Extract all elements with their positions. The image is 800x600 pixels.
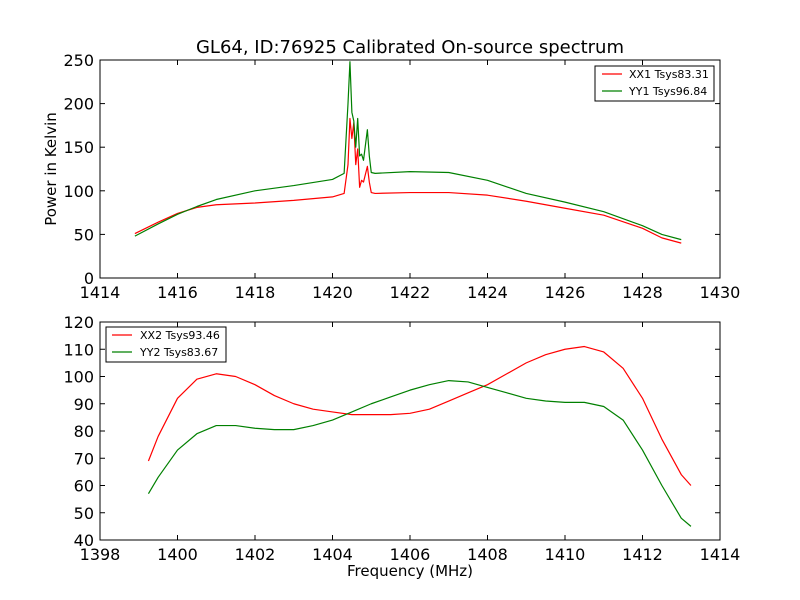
legend-label-yy1: YY1 Tsys96.84 <box>628 85 707 98</box>
bottom-ytick-label: 80 <box>74 422 94 441</box>
bottom-xtick-label: 1402 <box>235 545 276 564</box>
top-xtick-label: 1414 <box>80 283 121 302</box>
bottom-xtick-label: 1410 <box>545 545 586 564</box>
top-ytick-label: 150 <box>63 138 94 157</box>
bottom-ytick-label: 70 <box>74 449 94 468</box>
bottom-chart: Frequency (MHz) 1398 1400 1402 1404 1406 1408… <box>63 313 740 580</box>
bottom-xtick-label: 1414 <box>700 545 741 564</box>
top-xtick-label: 1428 <box>622 283 663 302</box>
bottom-ytick-label: 100 <box>63 368 94 387</box>
bottom-xtick-label: 1400 <box>157 545 198 564</box>
bottom-ytick-label: 110 <box>63 340 94 359</box>
top-xtick-label: 1424 <box>467 283 508 302</box>
bottom-xtick-label: 1406 <box>390 545 431 564</box>
bottom-ytick-label: 60 <box>74 477 94 496</box>
top-ytick-label: 100 <box>63 182 94 201</box>
top-ytick-label: 200 <box>63 95 94 114</box>
top-chart-ylabel: Power in Kelvin <box>42 112 60 226</box>
bottom-ytick-label: 40 <box>74 531 94 550</box>
top-ytick-label: 50 <box>74 225 94 244</box>
bottom-xtick-label: 1404 <box>312 545 353 564</box>
bottom-series-line-1 <box>147 379 692 527</box>
bottom-chart-legend: XX2 Tsys93.46 YY2 Tsys83.67 <box>105 326 227 363</box>
bottom-series-line-0 <box>147 345 692 486</box>
bottom-chart-xlabel: Frequency (MHz) <box>347 562 473 580</box>
top-xtick-label: 1422 <box>390 283 431 302</box>
bottom-ytick-label: 120 <box>63 313 94 332</box>
top-chart-plot-area: 1414 1416 1418 1420 1422 1424 1426 1428 1430 0 50 1… <box>63 51 740 302</box>
top-ytick-label: 250 <box>63 51 94 70</box>
top-xtick-label: 1420 <box>312 283 353 302</box>
top-series-line-1 <box>134 61 682 241</box>
top-chart-legend-frame <box>594 65 715 102</box>
bottom-xtick-label: 1412 <box>622 545 663 564</box>
top-xtick-label: 1430 <box>700 283 741 302</box>
top-chart-legend: XX1 Tsys83.31 YY1 Tsys96.84 <box>594 65 715 102</box>
top-xtick-label: 1426 <box>545 283 586 302</box>
top-xtick-label: 1418 <box>235 283 276 302</box>
top-xtick-label: 1416 <box>157 283 198 302</box>
top-ytick-label: 0 <box>84 269 94 288</box>
top-chart-title: GL64, ID:76925 Calibrated On-source spec… <box>196 37 624 58</box>
top-series-line-0 <box>134 117 682 244</box>
bottom-ytick-label: 50 <box>74 504 94 523</box>
bottom-chart-plot-area: 1398 1400 1402 1404 1406 1408 1410 1412 1414 40 50… <box>63 313 740 564</box>
legend-label-xx2: XX2 Tsys93.46 <box>140 329 220 342</box>
bottom-ytick-label: 90 <box>74 395 94 414</box>
bottom-chart-legend-frame <box>105 326 227 363</box>
legend-label-yy2: YY2 Tsys83.67 <box>139 346 218 359</box>
bottom-xtick-label: 1408 <box>467 545 508 564</box>
top-chart: GL64, ID:76925 Calibrated On-source spec… <box>42 37 740 302</box>
legend-label-xx1: XX1 Tsys83.31 <box>629 68 709 81</box>
bottom-xtick-label: 1398 <box>80 545 121 564</box>
